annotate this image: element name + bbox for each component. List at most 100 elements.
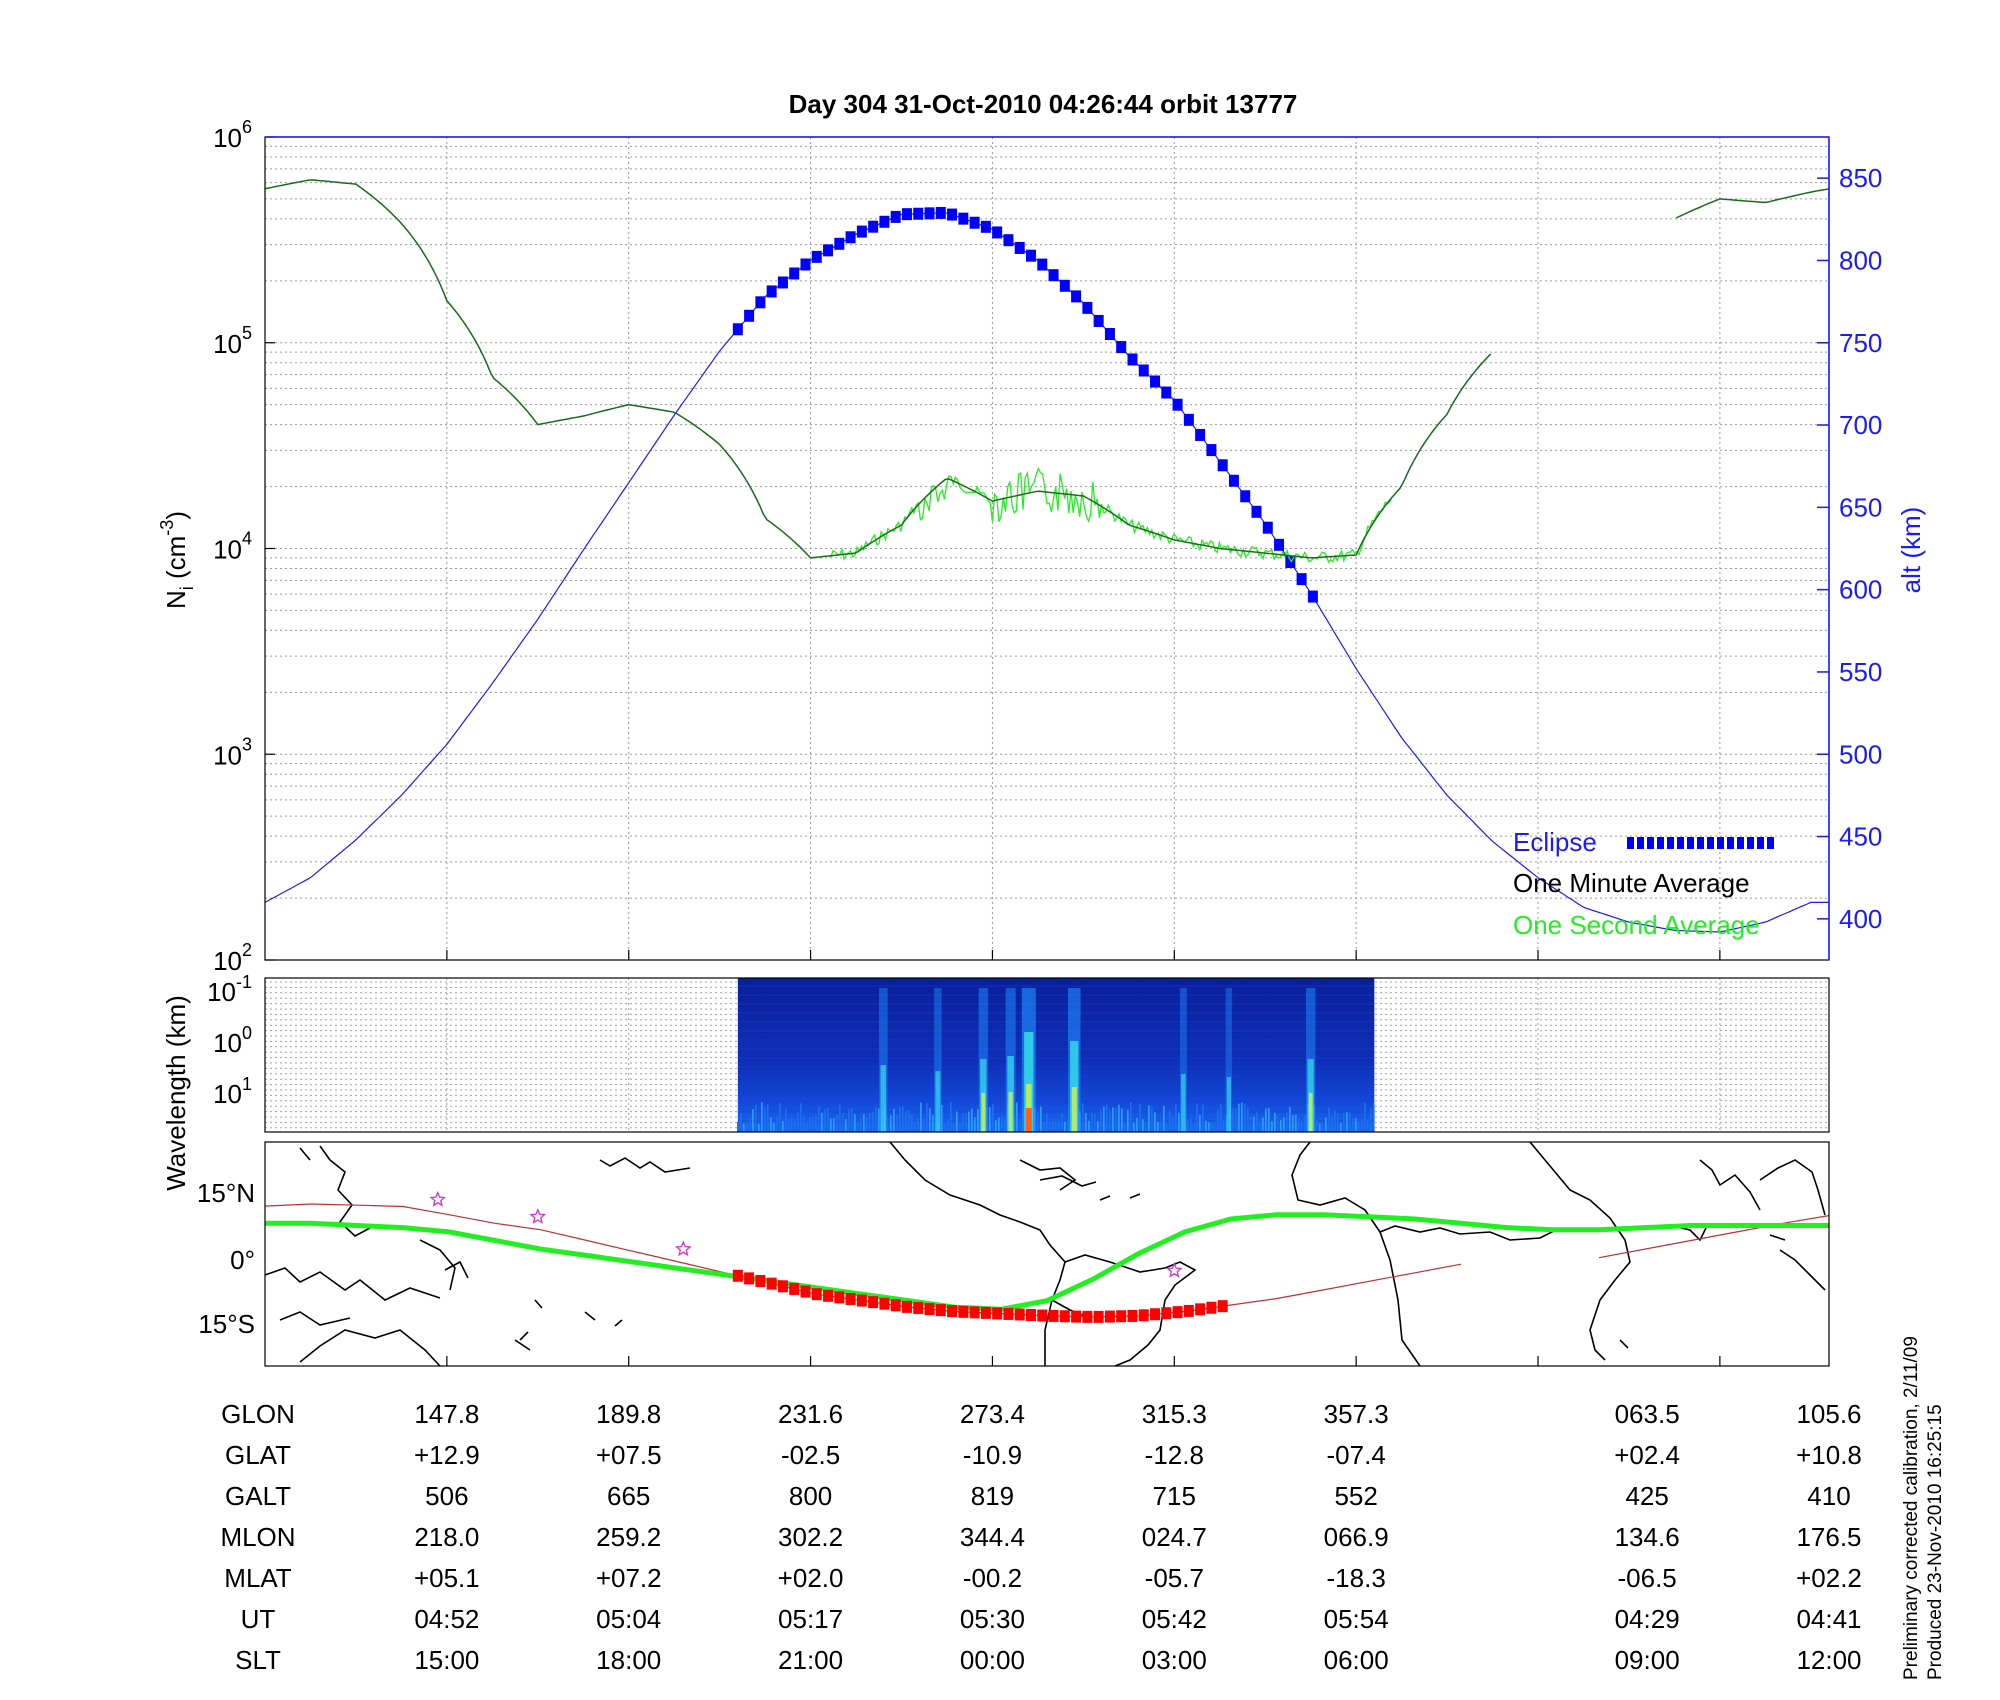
one-second-series (828, 466, 1393, 564)
density-y-tick-label: 102 (213, 940, 252, 976)
eclipse-marker (732, 323, 743, 336)
eclipse-marker (1296, 573, 1307, 586)
eclipse-marker (1138, 364, 1149, 377)
legend-eclipse: Eclipse (1513, 827, 1597, 857)
eclipse-marker (901, 208, 912, 221)
table-cell: 00:00 (960, 1645, 1025, 1675)
table-row-label: GLON (221, 1399, 295, 1429)
map-eclipse-marker (1082, 1310, 1093, 1323)
eclipse-marker (811, 250, 822, 263)
eclipse-marker (1104, 328, 1115, 341)
table-row-label: MLON (220, 1522, 295, 1552)
map-eclipse-marker (789, 1282, 800, 1295)
table-cell: 05:30 (960, 1604, 1025, 1634)
spectrogram-y-tick-label: 100 (213, 1023, 252, 1058)
spectrogram-peak-hot (1308, 1093, 1313, 1132)
eclipse-marker (856, 225, 867, 238)
eclipse-marker (1285, 555, 1296, 568)
eclipse-marker (1037, 258, 1048, 271)
table-cell: 665 (607, 1481, 650, 1511)
table-cell: 231.6 (778, 1399, 843, 1429)
legend-eclipse-marker (1627, 837, 1634, 849)
altitude-y-label: alt (km) (1896, 507, 1926, 594)
table-cell: 410 (1807, 1481, 1850, 1511)
spectrogram-peak-hot (981, 1093, 986, 1132)
legend-eclipse-marker (1647, 837, 1654, 849)
map-eclipse-marker (755, 1275, 766, 1288)
map-eclipse-marker (766, 1277, 777, 1290)
table-cell: +07.5 (596, 1440, 662, 1470)
eclipse-marker (1307, 590, 1318, 603)
eclipse-marker (924, 207, 935, 220)
table-cell: 063.5 (1615, 1399, 1680, 1429)
legend-eclipse-marker (1677, 837, 1684, 849)
table-cell: -02.5 (781, 1440, 840, 1470)
one-minute-series (265, 179, 1492, 559)
map-panel: 15°N 0° 15°S (197, 1141, 1830, 1367)
eclipse-marker (958, 212, 969, 225)
table-cell: 176.5 (1796, 1522, 1861, 1552)
chart-title: Day 304 31-Oct-2010 04:26:44 orbit 13777 (789, 89, 1298, 119)
spectrogram-peak-core (1226, 1077, 1231, 1132)
spectrogram-peak-core (880, 1065, 887, 1132)
map-eclipse-marker (1127, 1309, 1138, 1322)
table-cell: 06:00 (1324, 1645, 1389, 1675)
map-eclipse-marker (868, 1296, 879, 1309)
spectrogram-peak-hot (1008, 1092, 1013, 1132)
spectrogram-background (737, 978, 1375, 1132)
spectrogram-peak-core (1070, 1041, 1079, 1132)
eclipse-marker (935, 206, 946, 219)
eclipse-marker (947, 208, 958, 221)
map-eclipse-marker (1161, 1307, 1172, 1320)
map-star (1165, 1261, 1183, 1278)
table-cell: 218.0 (414, 1522, 479, 1552)
density-y-tick-label: 104 (213, 529, 252, 565)
map-eclipse-marker (1217, 1300, 1228, 1313)
table-cell: -07.4 (1327, 1440, 1386, 1470)
table-row-label: GALT (225, 1481, 291, 1511)
altitude-y-tick-label: 600 (1839, 575, 1882, 605)
map-eclipse-marker (1183, 1304, 1194, 1317)
density-y-tick-label: 105 (213, 323, 252, 359)
table-cell: 066.9 (1324, 1522, 1389, 1552)
map-eclipse-marker (777, 1280, 788, 1293)
spectrogram-peak-core (1181, 1074, 1186, 1132)
table-cell: 03:00 (1142, 1645, 1207, 1675)
table-cell: 05:42 (1142, 1604, 1207, 1634)
legend-eclipse-marker (1747, 837, 1754, 849)
legend-eclipse-marker (1637, 837, 1644, 849)
eclipse-marker (980, 220, 991, 233)
map-eclipse-marker (913, 1302, 924, 1315)
density-y-tick-label: 106 (213, 117, 252, 153)
eclipse-marker (913, 207, 924, 220)
eclipse-marker (1183, 413, 1194, 426)
map-eclipse-marker (1093, 1310, 1104, 1323)
spectrogram-peak (1179, 988, 1187, 1132)
eclipse-marker (1161, 386, 1172, 399)
map-eclipse-marker (1172, 1306, 1183, 1319)
table-cell: 344.4 (960, 1522, 1025, 1552)
altitude-y-ticks: 400 450 500 550 600 650 700 750 800 850 (1817, 163, 1882, 934)
spectrogram-y-tick-label: 10-1 (207, 972, 252, 1007)
map-eclipse-marker (1104, 1310, 1115, 1323)
map-eclipse-marker (947, 1305, 958, 1318)
eclipse-marker (890, 210, 901, 223)
table-cell: 12:00 (1796, 1645, 1861, 1675)
map-x-ticks (446, 1356, 1721, 1366)
spectrogram-peak-core (1024, 1032, 1034, 1132)
orbit-track-tail (1598, 1215, 1829, 1259)
map-eclipse-marker (1037, 1309, 1048, 1322)
table-cell: -05.7 (1145, 1563, 1204, 1593)
eclipse-marker (1093, 314, 1104, 327)
table-row-label: MLAT (224, 1563, 292, 1593)
map-eclipse-marker (1059, 1310, 1070, 1323)
eclipse-marker (969, 216, 980, 229)
map-eclipse-marker (811, 1288, 822, 1301)
ephemeris-table: GLON 147.8 189.8 231.6 273.4 315.3 357.3 063.5 1… (220, 1399, 1861, 1675)
table-cell: 04:29 (1615, 1604, 1680, 1634)
altitude-y-tick-label: 850 (1839, 163, 1882, 193)
legend-eclipse-marker (1727, 837, 1734, 849)
table-cell: 425 (1625, 1481, 1668, 1511)
eclipse-marker (1127, 353, 1138, 366)
eclipse-marker (1217, 459, 1228, 472)
